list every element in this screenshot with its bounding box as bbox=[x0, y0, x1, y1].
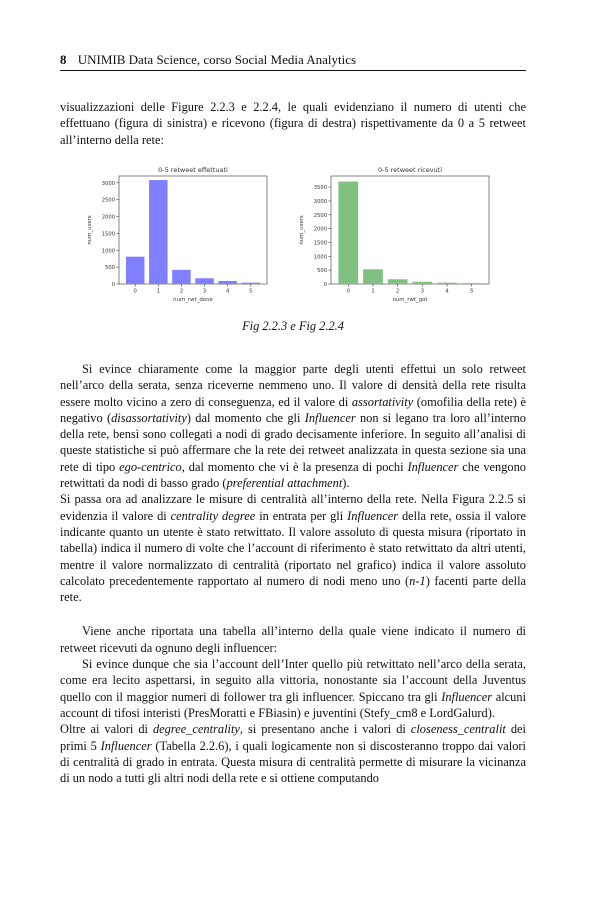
p2-em-centrality-degree: centrality degree bbox=[170, 508, 256, 523]
x-tick-label: 5 bbox=[249, 289, 252, 295]
y-tick-label: 1500 bbox=[102, 231, 115, 237]
p5-em-degree-centrality: degree_centrality bbox=[152, 722, 240, 737]
p2-text-1: Si passa ora ad analizzare le misure di … bbox=[60, 492, 526, 523]
y-tick-label: 3000 bbox=[314, 199, 327, 205]
bar-5 bbox=[241, 282, 261, 284]
p5-text-1: Oltre ai valori di bbox=[60, 722, 153, 737]
p1-text-1: Si evince chiaramente come la maggior pa… bbox=[60, 362, 526, 409]
plot-frame bbox=[330, 175, 490, 285]
plot-frame bbox=[118, 175, 268, 285]
p5-text-3: dei primi 5 bbox=[60, 722, 526, 753]
page-number: 8 bbox=[60, 52, 67, 67]
p1-em-disassortativity: disassortativity bbox=[111, 410, 187, 425]
p4-em-influencer: Influencer bbox=[441, 689, 493, 704]
p1-text-7: ). bbox=[342, 476, 350, 491]
p2-text-3: della rete, ossia il valore indicante qu… bbox=[60, 508, 527, 588]
chart-svg-retweet-ricevuti: 0-5 retweet ricevuti 0 500 1000 1500 2000 2500… bbox=[299, 166, 490, 303]
chart-title: 0-5 retweet effettuati bbox=[158, 166, 228, 174]
y-tick-label: 2000 bbox=[314, 227, 327, 233]
p2-text-4: ) facenti parte della rete. bbox=[60, 573, 527, 605]
y-tick-label: 1000 bbox=[102, 248, 115, 254]
y-tick-label: 2500 bbox=[102, 198, 115, 204]
intro-paragraph: visualizzazioni delle Figure 2.2.3 e 2.2… bbox=[60, 100, 526, 147]
p1-em-influencer-2: Influencer bbox=[407, 459, 459, 474]
x-tick-label: 1 bbox=[157, 289, 160, 295]
paragraph-density: Si evince chiaramente come la maggior pa… bbox=[60, 361, 526, 491]
chart-retweet-ricevuti: 0-5 retweet ricevuti 0 500 1000 1500 2000 2500… bbox=[295, 164, 495, 304]
x-tick-label: 4 bbox=[445, 289, 449, 295]
x-tick-label: 2 bbox=[396, 289, 399, 295]
p5-text-2: , si presentano anche i valori di bbox=[239, 722, 411, 737]
p5-em-influencer: Influencer bbox=[100, 738, 152, 753]
p5-em-closeness-centralit: closeness_centralit bbox=[410, 722, 506, 737]
p2-em-influencer: Influencer bbox=[347, 508, 399, 523]
p4-text-1: Si evince dunque che sia l’account dell’… bbox=[60, 657, 526, 704]
chart-title: 0-5 retweet ricevuti bbox=[378, 166, 442, 174]
p1-em-assortativity: assortativity bbox=[351, 394, 414, 409]
x-axis-label: num_rwt_got bbox=[392, 297, 427, 303]
bar-0 bbox=[125, 256, 145, 284]
bar-1 bbox=[149, 180, 168, 284]
y-axis-label: num_users bbox=[87, 215, 93, 245]
bar-4 bbox=[437, 282, 457, 284]
y-tick-label: 3500 bbox=[314, 185, 327, 191]
bar-3 bbox=[195, 278, 214, 284]
x-tick-label: 4 bbox=[226, 289, 230, 295]
bar-2 bbox=[387, 279, 408, 284]
p1-text-2: (omofilia della rete) è negativo ( bbox=[60, 394, 526, 425]
running-header: 8 UNIMIB Data Science, corso Social Medi… bbox=[60, 50, 526, 71]
bar-2 bbox=[172, 269, 191, 284]
p2-text-2: in entrata per gli bbox=[255, 508, 348, 523]
bar-0 bbox=[338, 181, 359, 284]
paragraph-table-intro: Viene anche riportata una tabella all’in… bbox=[60, 624, 526, 655]
paragraph-inter: Si evince dunque che sia l’account dell’… bbox=[60, 656, 526, 721]
x-tick-label: 0 bbox=[134, 289, 137, 295]
x-tick-label: 5 bbox=[470, 289, 473, 295]
x-tick-label: 2 bbox=[180, 289, 183, 295]
bar-3 bbox=[412, 281, 433, 284]
y-tick-label: 500 bbox=[317, 268, 327, 274]
y-tick-label: 2000 bbox=[102, 215, 115, 221]
p1-text-6: che vengono retwittati da nodi di basso … bbox=[60, 459, 526, 491]
x-tick-label: 3 bbox=[203, 289, 206, 295]
p1-em-preferential-attachment: preferential attachment bbox=[226, 476, 343, 491]
p4-text-2: alcuni account di tifosi interisti (Pres… bbox=[60, 689, 527, 720]
y-tick-label: 1000 bbox=[314, 254, 327, 260]
paragraph-closeness: Oltre ai valori di degree_centrality, si… bbox=[60, 721, 526, 786]
x-tick-label: 1 bbox=[371, 289, 374, 295]
chart-svg-retweet-effettuati: 0-5 retweet effettuati050010001500200025… bbox=[87, 166, 268, 303]
y-tick-label: 3000 bbox=[102, 181, 115, 187]
y-tick-label: 1500 bbox=[314, 240, 327, 246]
running-title: UNIMIB Data Science, corso Social Media … bbox=[77, 52, 357, 67]
p1-text-5: , dal momento che vi è la presenza di po… bbox=[181, 459, 408, 474]
bar-1 bbox=[363, 269, 383, 284]
y-tick-label: 0 bbox=[324, 282, 327, 288]
body-text: Si evince chiaramente come la maggior pa… bbox=[60, 361, 526, 786]
y-tick-label: 0 bbox=[112, 282, 115, 288]
x-tick-label: 0 bbox=[347, 289, 350, 295]
y-axis-label: num_users bbox=[299, 215, 305, 245]
bar-5 bbox=[461, 283, 482, 284]
chart-retweet-effettuati: 0-5 retweet effettuati 0 500 1000 1500 2000 25… bbox=[83, 164, 273, 304]
paragraph-centrality: Si passa ora ad analizzare le misure di … bbox=[60, 491, 526, 605]
figure-caption: Fig 2.2.3 e Fig 2.2.4 bbox=[242, 319, 344, 333]
p2-em-n-minus-1: n-1 bbox=[409, 573, 426, 588]
p1-em-influencer: Influencer bbox=[304, 410, 356, 425]
bar-4 bbox=[218, 280, 237, 284]
p1-text-4: non si legano tra loro all’interno della… bbox=[60, 410, 526, 474]
x-axis-label: num_rwt_done bbox=[173, 297, 213, 303]
x-tick-label: 3 bbox=[421, 289, 424, 295]
y-tick-label: 2500 bbox=[314, 213, 327, 219]
p1-text-3: ) dal momento che gli bbox=[186, 410, 305, 425]
y-tick-label: 500 bbox=[105, 265, 115, 271]
p5-text-4: (Tabella 2.2.6), i quali logicamente non… bbox=[60, 738, 526, 786]
p1-em-ego-centrico: ego-centrico bbox=[119, 459, 182, 474]
